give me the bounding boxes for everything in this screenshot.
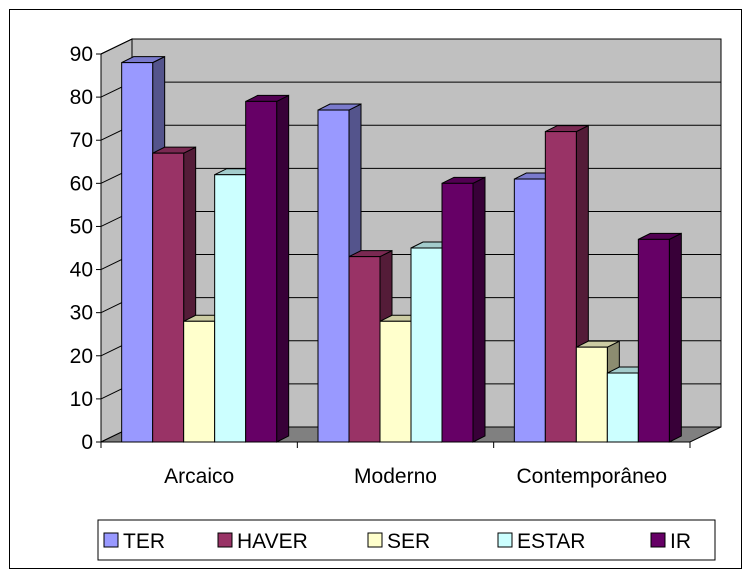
axes	[96, 53, 691, 448]
legend-label: TER	[123, 530, 165, 553]
bar-front	[513, 178, 546, 443]
bar-side	[668, 232, 682, 443]
bar-front	[348, 256, 381, 443]
bar-ir-2	[637, 232, 682, 443]
y-tick-label: 60	[70, 172, 93, 195]
y-tick-label: 80	[70, 86, 93, 109]
legend-label: SER	[387, 530, 430, 553]
legend-item-ir: IR	[650, 530, 691, 553]
bar-front	[606, 372, 639, 443]
legend-swatch	[217, 532, 233, 548]
y-tick-label: 50	[70, 215, 93, 238]
legend-item-ser: SER	[367, 530, 430, 553]
bar-front	[245, 100, 278, 443]
y-tick-label: 40	[70, 259, 93, 282]
legend-label: HAVER	[237, 530, 308, 553]
legend-item-ter: TER	[103, 530, 165, 553]
bar-side	[276, 94, 290, 443]
y-tick-label: 30	[70, 302, 93, 325]
y-tick-label: 20	[70, 345, 93, 368]
bar-front	[410, 247, 443, 443]
bar-front	[152, 152, 185, 443]
y-tick-label: 10	[70, 388, 93, 411]
legend-label: ESTAR	[517, 530, 585, 553]
bars	[121, 55, 682, 443]
legend-swatch	[367, 532, 383, 548]
x-axis-ticks: Arcaico Moderno Contemporâneo	[164, 465, 667, 488]
bar-front	[214, 174, 247, 443]
y-tick-label: 70	[70, 129, 93, 152]
y-tick-label: 90	[70, 43, 93, 66]
legend-item-haver: HAVER	[217, 530, 308, 553]
legend-swatch	[650, 532, 666, 548]
bar-front	[441, 182, 474, 443]
legend-swatch	[497, 532, 513, 548]
bar-front	[544, 131, 577, 443]
x-tick-label: Moderno	[354, 465, 437, 488]
bar-front	[575, 346, 608, 443]
y-axis-ticks: 0 10 20 30 40 50 60 70 80 90	[70, 43, 93, 454]
bar-front	[121, 62, 154, 443]
bar-ir-1	[441, 176, 486, 443]
legend-swatch	[103, 532, 119, 548]
bar-front	[379, 320, 412, 443]
bar-front	[637, 238, 670, 443]
bar-front	[183, 320, 216, 443]
gridline	[100, 38, 721, 55]
x-tick-label: Arcaico	[164, 465, 234, 488]
bar-ir-0	[245, 94, 290, 443]
legend: TER HAVER SER ESTAR IR	[97, 519, 716, 561]
y-tick-label: 0	[81, 431, 93, 454]
legend-label: IR	[670, 530, 691, 553]
legend-item-estar: ESTAR	[497, 530, 585, 553]
bar-side	[472, 176, 486, 443]
x-tick-label: Contemporâneo	[517, 465, 668, 488]
bar-front	[317, 109, 350, 443]
legend-box	[97, 519, 716, 561]
